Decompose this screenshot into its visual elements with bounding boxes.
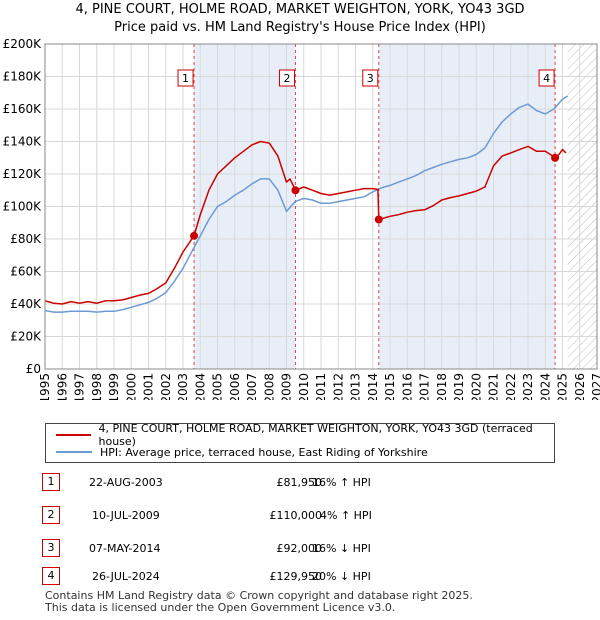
price-chart: 1 2 3 4 £0 £20K £40K £60K £80K £100K £120K £140K £16… [3,37,600,400]
x-tick-label: 2020 [469,373,483,400]
transaction-hpi: 16% ↑ HPI [312,476,371,489]
y-tick-label: £140K [3,135,43,149]
x-tick-label: 2011 [314,373,328,400]
transaction-label-number: 1 [182,72,189,85]
legend-label-property: 4, PINE COURT, HOLME ROAD, MARKET WEIGHT… [98,422,533,448]
y-tick-label: £200K [3,37,43,51]
x-tick-label: 2004 [193,373,207,400]
transaction-price: £129,950 [269,570,323,583]
x-tick-label: 2017 [418,373,432,400]
transaction-number-badge: 3 [42,539,60,557]
x-tick-label: 1997 [73,373,87,400]
transaction-label-box [278,69,295,87]
transaction-hpi: 16% ↓ HPI [312,542,371,555]
y-tick-label: £80K [10,232,42,246]
legend-label-hpi: HPI: Average price, terraced house, East… [100,445,428,459]
transaction-label-number: 4 [543,72,550,85]
x-tick-label: 2024 [538,373,552,400]
y-tick-label: £120K [3,167,43,181]
legend-swatch-property [56,434,91,436]
chart-subtitle: Price paid vs. HM Land Registry's House … [114,20,486,35]
transaction-date: 22-AUG-2003 [89,476,163,489]
y-tick-label: £180K [3,70,43,84]
x-tick-label: 1999 [107,373,121,400]
property-series-line [44,140,567,305]
transaction-date: 07-MAY-2014 [89,542,161,555]
sale-point [374,215,383,224]
transaction-hpi: 4% ↑ HPI [320,509,372,522]
x-tick-label: 2019 [452,373,466,400]
y-tick-label: £40K [10,297,42,311]
footer-licence: This data is licensed under the Open Gov… [45,601,396,614]
x-tick-label: 2012 [331,373,345,400]
transaction-date: 10-JUL-2009 [92,509,160,522]
x-tick-label: 2001 [142,373,156,400]
transaction-label-number: 3 [367,72,374,85]
transaction-date: 26-JUL-2024 [92,570,160,583]
transaction-number-badge: 4 [42,567,60,585]
x-tick-label: 2027 [590,373,600,400]
x-tick-label: 2009 [280,373,294,400]
y-tick-label: £60K [10,265,42,279]
transaction-price: £92,000 [276,542,323,555]
x-tick-label: 2023 [521,373,535,400]
x-tick-label: 2013 [349,373,363,400]
x-tick-label: 2010 [297,373,311,400]
plot-frame [44,43,598,370]
legend: 4, PINE COURT, HOLME ROAD, MARKET WEIGHT… [45,422,555,463]
transaction-label-number: 2 [283,72,290,85]
hpi-series-line [44,95,569,313]
transaction-number-badge: 2 [42,506,60,524]
x-tick-label: 2025 [556,373,570,400]
x-tick-label: 2014 [366,373,380,400]
transaction-label-box [177,69,194,87]
sale-point [291,186,300,195]
transaction-price: £110,000 [269,509,323,522]
transaction-price: £81,950 [276,476,323,489]
x-tick-label: 2000 [124,373,138,400]
legend-swatch-hpi [56,451,92,453]
x-tick-label: 2008 [262,373,276,400]
x-tick-label: 2003 [176,373,190,400]
transaction-label-box [538,69,555,87]
x-tick-label: 2005 [211,373,225,400]
x-tick-label: 2016 [400,373,414,400]
x-tick-label: 2002 [159,373,173,400]
transaction-hpi: 20% ↓ HPI [312,570,371,583]
footer-attribution: Contains HM Land Registry data © Crown c… [45,590,473,614]
y-tick-label: £160K [3,102,43,116]
x-tick-label: 2026 [573,373,587,400]
x-tick-label: 2022 [504,373,518,400]
x-tick-label: 2007 [245,373,259,400]
legend-item-hpi: HPI: Average price, terraced house, East… [56,444,428,460]
x-tick-label: 1998 [90,373,104,400]
sale-point [190,231,199,240]
y-tick-label: £0 [26,362,41,376]
x-tick-label: 2006 [228,373,242,400]
footer-copyright: Contains HM Land Registry data © Crown c… [45,589,473,602]
transaction-number-badge: 1 [42,473,60,491]
x-tick-label: 2018 [435,373,449,400]
y-tick-label: £100K [3,200,43,214]
x-tick-label: 2021 [487,373,501,400]
x-tick-label: 1995 [38,373,52,400]
x-tick-label: 1996 [55,373,69,400]
legend-item-property: 4, PINE COURT, HOLME ROAD, MARKET WEIGHT… [56,422,554,448]
y-tick-label: £20K [10,330,42,344]
x-tick-label: 2015 [383,373,397,400]
chart-title-address: 4, PINE COURT, HOLME ROAD, MARKET WEIGHT… [75,2,525,17]
sale-point [551,153,560,162]
transaction-label-box [362,69,379,87]
